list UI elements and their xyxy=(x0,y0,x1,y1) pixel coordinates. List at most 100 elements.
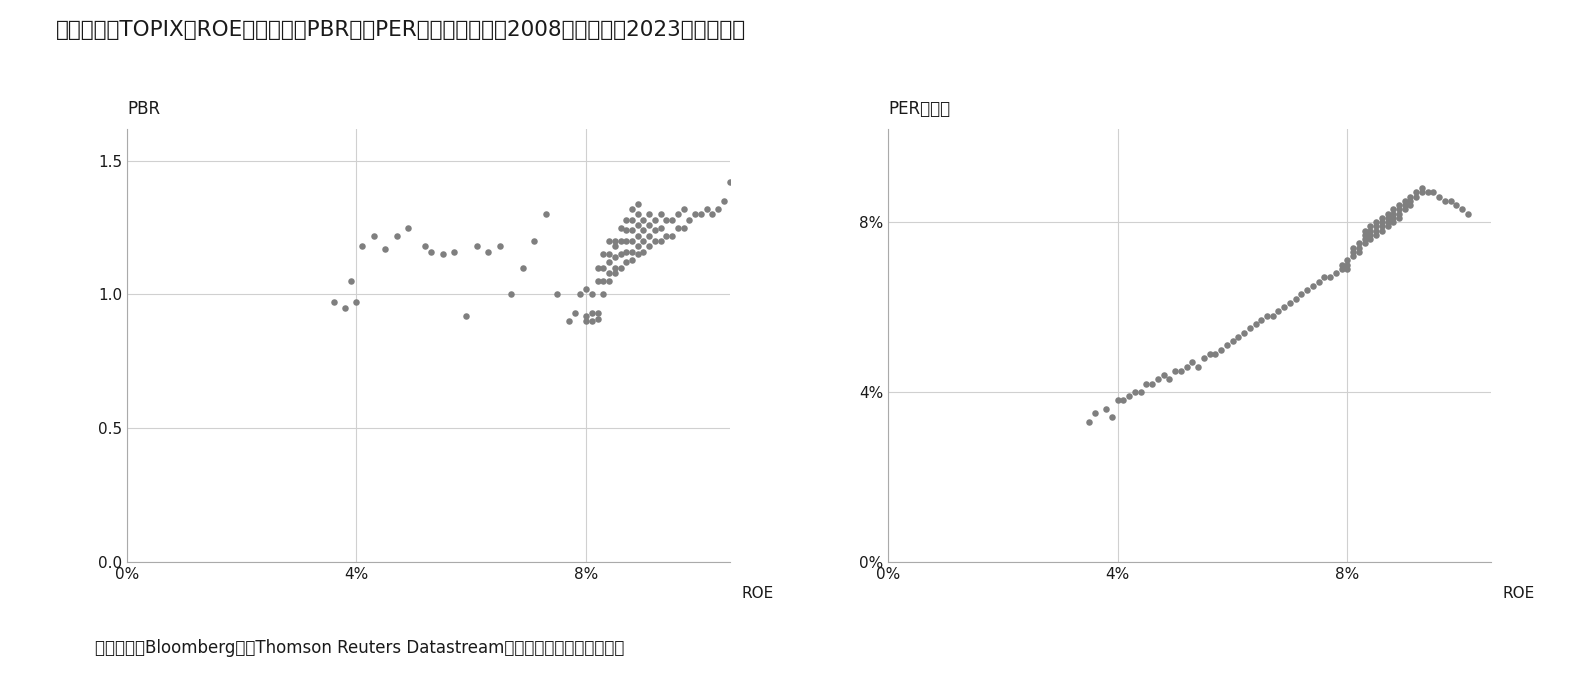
Point xyxy=(625,241,650,252)
Point xyxy=(723,169,749,179)
Point xyxy=(395,222,420,233)
Point xyxy=(1380,204,1405,215)
Point xyxy=(1180,357,1205,368)
Point xyxy=(603,262,628,273)
Point xyxy=(1347,246,1372,257)
Point xyxy=(706,204,731,215)
Point xyxy=(636,209,661,219)
Point xyxy=(1364,217,1389,227)
Point xyxy=(649,236,674,246)
Point xyxy=(1117,391,1142,401)
Point xyxy=(1393,204,1418,215)
Point xyxy=(1335,259,1361,270)
Point xyxy=(596,276,622,286)
Point xyxy=(557,315,582,326)
Point xyxy=(631,246,657,257)
Point xyxy=(568,289,593,300)
Text: PBR: PBR xyxy=(127,100,160,118)
Point xyxy=(1369,217,1394,227)
Point xyxy=(688,209,714,219)
Point xyxy=(1329,259,1354,270)
Point xyxy=(660,230,685,241)
Point xyxy=(1209,344,1234,355)
Point xyxy=(1134,378,1159,389)
Point xyxy=(384,230,409,241)
Text: ROE: ROE xyxy=(1504,586,1535,600)
Point xyxy=(596,257,622,268)
Point xyxy=(1243,319,1269,330)
Point xyxy=(642,214,668,225)
Point xyxy=(590,262,615,273)
Point xyxy=(614,257,639,268)
Point xyxy=(465,241,490,252)
Point xyxy=(1369,213,1394,223)
Point xyxy=(1123,387,1148,397)
Point xyxy=(1386,208,1412,219)
Point xyxy=(1340,250,1366,261)
Point xyxy=(1347,242,1372,253)
Point xyxy=(1439,196,1464,206)
Point xyxy=(544,289,569,300)
Point xyxy=(1202,349,1228,359)
Point xyxy=(653,214,679,225)
Point xyxy=(607,236,633,246)
Point xyxy=(1094,403,1120,414)
Point xyxy=(585,313,611,324)
Point xyxy=(454,311,479,322)
Point xyxy=(1380,217,1405,227)
Point xyxy=(1375,221,1400,232)
Point xyxy=(677,214,703,225)
Point xyxy=(1386,204,1412,215)
Point xyxy=(649,209,674,219)
Point xyxy=(631,225,657,236)
Point xyxy=(522,236,547,246)
Point xyxy=(636,241,661,252)
Point xyxy=(533,209,558,219)
Point xyxy=(579,308,604,319)
Point xyxy=(625,230,650,241)
Point xyxy=(619,236,644,246)
Point xyxy=(1231,327,1256,338)
Text: （資料）　Bloomberg及びThomson Reuters Datastreamから取得したデータを加工: （資料） Bloomberg及びThomson Reuters Datastre… xyxy=(95,638,625,657)
Point xyxy=(1340,246,1366,257)
Point xyxy=(1197,349,1223,359)
Point xyxy=(1220,336,1245,347)
Point xyxy=(1443,200,1469,211)
Point xyxy=(1404,187,1429,198)
Point xyxy=(590,276,615,286)
Point xyxy=(1397,191,1423,202)
Point xyxy=(1335,263,1361,274)
Point xyxy=(619,214,644,225)
Point xyxy=(579,289,604,300)
Point xyxy=(1272,302,1297,313)
Point xyxy=(1415,187,1440,198)
Point xyxy=(1237,323,1262,334)
Point xyxy=(607,222,633,233)
Point xyxy=(699,209,725,219)
Point xyxy=(619,225,644,236)
Point xyxy=(1185,361,1210,372)
Text: 『図表３』TOPIXのROE（予想）とPBR及びPERの逆数の関係（2008年３月末～2023年６月末）: 『図表３』TOPIXのROE（予想）とPBR及びPERの逆数の関係（2008年３… xyxy=(56,20,745,41)
Point xyxy=(1277,297,1302,308)
Point xyxy=(1358,230,1383,240)
Point xyxy=(1145,374,1170,385)
Point xyxy=(1255,310,1280,321)
Point xyxy=(631,236,657,246)
Point xyxy=(1426,191,1451,202)
Point xyxy=(1351,225,1377,236)
Point xyxy=(1397,200,1423,211)
Point xyxy=(671,222,696,233)
Point xyxy=(320,297,346,308)
Point xyxy=(619,255,644,265)
Point xyxy=(1248,314,1274,325)
Point xyxy=(1266,306,1291,317)
Point xyxy=(1397,196,1423,206)
Point xyxy=(603,267,628,278)
Point xyxy=(625,198,650,209)
Point xyxy=(590,249,615,260)
Point xyxy=(362,230,387,241)
Point xyxy=(1410,183,1435,194)
Point xyxy=(1380,213,1405,223)
Point xyxy=(1335,255,1361,266)
Point xyxy=(1301,280,1326,291)
